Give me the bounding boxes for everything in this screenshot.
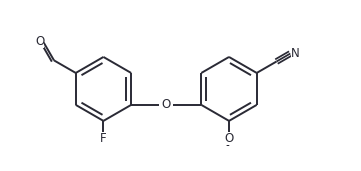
Text: F: F — [100, 132, 107, 145]
Text: O: O — [35, 35, 44, 48]
Text: N: N — [291, 47, 299, 60]
Text: O: O — [225, 132, 234, 145]
Text: O: O — [162, 98, 171, 111]
